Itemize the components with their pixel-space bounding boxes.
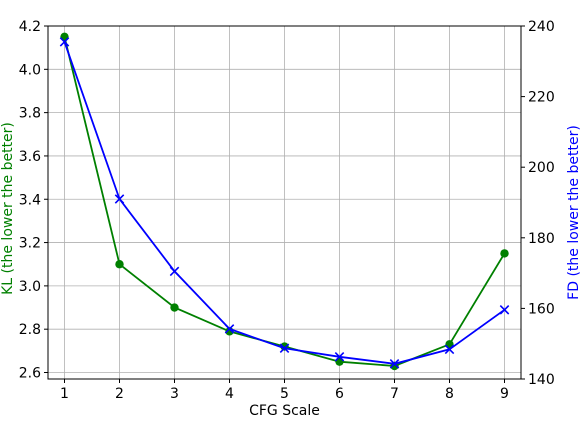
fd-point (279, 343, 290, 354)
right-tick-label: 200 (528, 160, 555, 176)
left-tick-label: 2.6 (19, 366, 41, 382)
left-tick-label: 2.8 (19, 322, 41, 338)
kl-point (500, 249, 509, 258)
x-tick-label: 1 (60, 386, 69, 402)
right-tick-label: 140 (528, 372, 555, 388)
right-tick-label: 240 (528, 19, 555, 35)
series-layer (59, 32, 510, 371)
x-tick-label: 7 (390, 386, 399, 402)
kl-point (170, 303, 179, 312)
fd-point (499, 305, 510, 315)
x-tick-label: 9 (500, 386, 509, 402)
x-tick-label: 2 (115, 386, 124, 402)
kl-point (115, 260, 124, 269)
right-tick-label: 180 (528, 231, 555, 247)
fd-point (444, 344, 455, 355)
left-tick-label: 3.6 (19, 149, 41, 165)
left-y-axis-title: KL (the lower the better) (0, 122, 16, 295)
right-tick-label: 220 (528, 90, 555, 106)
fd-point (224, 324, 235, 334)
grid (48, 25, 521, 379)
x-tick-label: 5 (280, 386, 289, 402)
left-tick-label: 3.4 (19, 192, 41, 208)
left-y-axis: 2.6 2.8 3.0 3.2 3.4 3.6 3.8 4.0 4.2 (19, 19, 48, 382)
x-tick-label: 4 (225, 386, 234, 402)
left-tick-label: 4.0 (19, 62, 41, 78)
fd-point (59, 37, 70, 47)
x-axis: 1 2 3 4 5 6 7 8 9 (60, 379, 509, 402)
fd-point (114, 194, 125, 204)
right-y-axis: 140 160 180 200 220 240 (521, 19, 555, 388)
right-tick-label: 160 (528, 301, 555, 317)
x-tick-label: 6 (335, 386, 344, 402)
left-tick-label: 4.2 (19, 19, 41, 35)
x-tick-label: 8 (445, 386, 454, 402)
left-tick-label: 3.8 (19, 106, 41, 122)
fd-point (389, 359, 400, 369)
fd-point (334, 351, 345, 362)
fd-point (169, 266, 180, 277)
x-axis-title: CFG Scale (249, 403, 320, 419)
x-tick-label: 3 (170, 386, 179, 402)
right-y-axis-title: FD (the lower the better) (566, 125, 582, 300)
left-tick-label: 3.0 (19, 279, 41, 295)
left-tick-label: 3.2 (19, 236, 41, 252)
